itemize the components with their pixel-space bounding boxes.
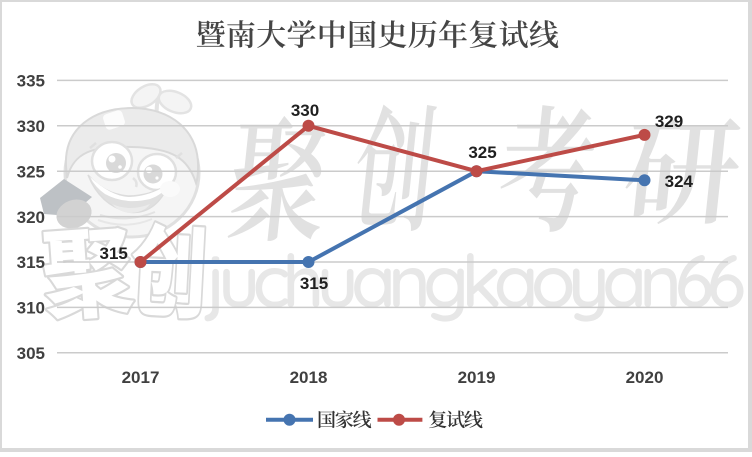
svg-text:329: 329 — [655, 112, 683, 131]
svg-text:305: 305 — [17, 344, 45, 363]
svg-text:2019: 2019 — [458, 368, 496, 387]
svg-text:325: 325 — [17, 162, 45, 181]
svg-text:2020: 2020 — [626, 368, 664, 387]
svg-text:330: 330 — [17, 117, 45, 136]
svg-text:2018: 2018 — [290, 368, 328, 387]
svg-text:324: 324 — [665, 172, 694, 191]
svg-text:2017: 2017 — [122, 368, 160, 387]
svg-text:310: 310 — [17, 299, 45, 318]
svg-text:330: 330 — [291, 101, 319, 120]
svg-text:315: 315 — [300, 274, 328, 293]
svg-text:325: 325 — [468, 143, 496, 162]
svg-text:335: 335 — [17, 72, 45, 91]
svg-text:320: 320 — [17, 208, 45, 227]
svg-text:315: 315 — [100, 244, 128, 263]
svg-text:315: 315 — [17, 253, 45, 272]
